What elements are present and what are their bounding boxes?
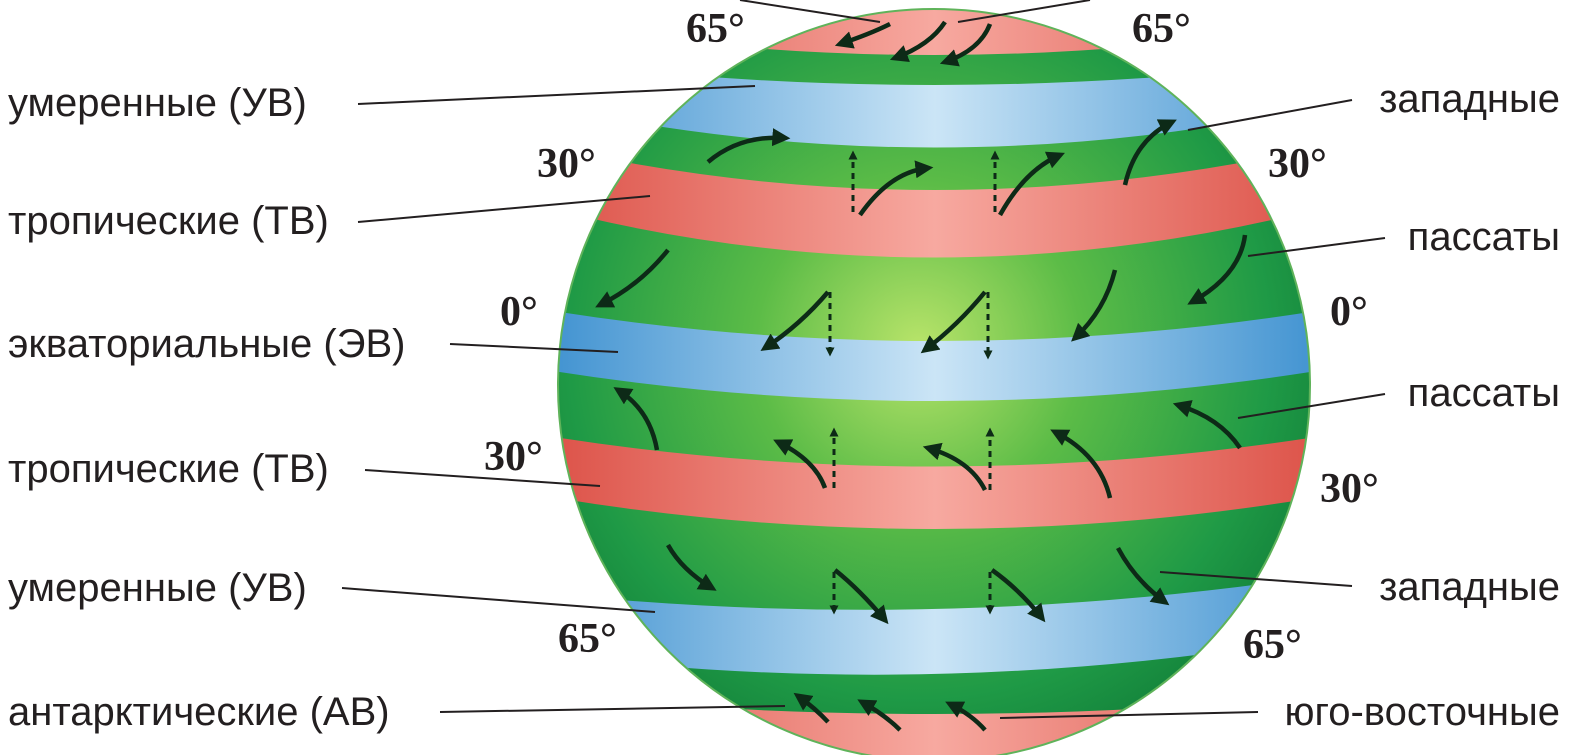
label-southeasterlies: юго-восточные: [1285, 690, 1561, 734]
right-labels: западные пассаты пассаты западные юго-во…: [1285, 77, 1561, 734]
leader-line: [449, 343, 619, 353]
latitude-65-south-right: 65°: [1243, 622, 1302, 668]
wind-arrow: [595, 248, 670, 308]
latitude-equator-right: 0°: [1330, 289, 1368, 335]
label-temperate-south: умеренные (УВ): [8, 566, 307, 610]
wind-arrow: [1116, 546, 1170, 606]
label-equatorial: экваториальные (ЭВ): [8, 322, 405, 366]
latitude-65-south-left: 65°: [558, 616, 617, 662]
wind-arrow: [922, 442, 988, 492]
wind-arrow: [857, 699, 902, 732]
wind-arrow: [706, 128, 791, 164]
label-tropical-south: тропические (ТВ): [8, 447, 329, 491]
globe: [557, 8, 1311, 755]
wind-arrow: [1122, 119, 1177, 186]
label-trade-winds-north: пассаты: [1408, 215, 1560, 259]
wind-arrow: [760, 290, 830, 351]
wind-arrow: [1050, 429, 1113, 499]
label-westerlies-south: западные: [1379, 565, 1560, 609]
wind-arrow: [920, 290, 987, 354]
latitude-30-south-right: 30°: [1320, 466, 1379, 512]
leader-line: [341, 587, 656, 613]
wind-arrow: [889, 20, 947, 63]
label-tropical-north: тропические (ТВ): [8, 199, 329, 243]
wind-arrow: [1187, 234, 1248, 305]
globe-bands: [558, 9, 1310, 755]
band-tropical-south: [558, 428, 1310, 529]
leader-line: [364, 469, 601, 487]
leader-line: [1187, 99, 1353, 131]
leader-line: [999, 711, 1259, 719]
wind-arrow: [833, 568, 889, 625]
wind-arrow: [793, 692, 830, 724]
leader-line: [357, 195, 651, 223]
globe-outline: [557, 8, 1311, 755]
leader-line: [739, 0, 881, 23]
latitude-30-south-left: 30°: [484, 434, 543, 480]
wind-arrow: [939, 23, 993, 67]
leader-line: [1237, 393, 1386, 419]
wind-arrow: [858, 160, 934, 217]
label-antarctic: антарктические (АВ): [8, 690, 390, 734]
latitude-65-north-left: 65°: [686, 6, 745, 52]
wind-arrow: [945, 701, 987, 732]
wind-arrow: [834, 21, 892, 49]
leader-line: [957, 0, 1091, 23]
wind-arrows: [595, 20, 1248, 732]
latitude-equator-left: 0°: [500, 289, 538, 335]
wind-arrow: [666, 543, 717, 591]
leader-line: [439, 705, 786, 713]
wind-arrow: [773, 439, 828, 489]
label-trade-winds-south: пассаты: [1408, 371, 1560, 415]
wind-arrow: [990, 568, 1046, 623]
left-labels: умеренные (УВ) тропические (ТВ) экватори…: [8, 81, 405, 734]
latitude-30-north-left: 30°: [537, 141, 596, 187]
wind-arrow: [613, 387, 660, 451]
leader-line: [357, 85, 756, 105]
wind-arrow: [1071, 269, 1118, 342]
label-temperate-north: умеренные (УВ): [8, 81, 307, 125]
wind-arrow: [998, 151, 1065, 217]
latitude-30-north-right: 30°: [1268, 141, 1327, 187]
band-tropical-north: [558, 135, 1310, 258]
wind-arrow: [1172, 400, 1242, 450]
leader-line: [1247, 237, 1386, 257]
leader-lines: [341, 0, 1386, 719]
label-westerlies-north: западные: [1379, 77, 1560, 121]
latitude-65-north-right: 65°: [1132, 6, 1191, 52]
leader-line: [1159, 571, 1353, 587]
band-temperate-south: [558, 568, 1310, 675]
latitude-markers: 65° 65° 30° 30° 0° 0° 30° 30° 65° 65°: [484, 6, 1379, 668]
